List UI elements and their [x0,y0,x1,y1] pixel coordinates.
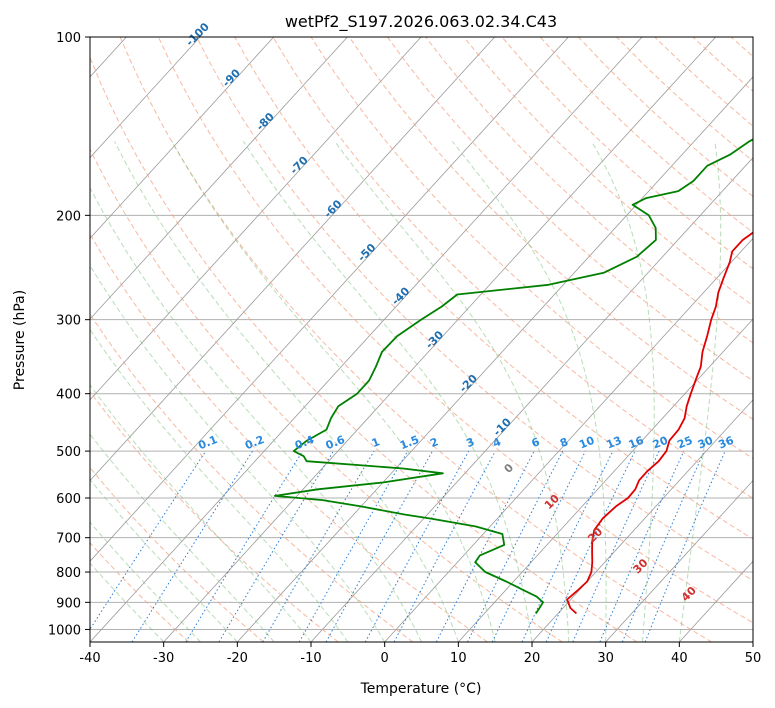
mixing-ratio-line-3 [364,450,470,642]
moist-adiabat-30 [452,140,607,642]
mixing-ratio-line-2 [325,450,433,642]
y-tick-label-0: 100 [56,31,81,46]
dewpoint-profile-line [274,138,753,614]
mixing-ratio-label-4: 1 [370,435,382,450]
dry-adiabat-120 [425,37,753,344]
isotherm--50 [90,37,569,562]
mixing-ratio-label-14: 20 [651,434,670,452]
moist-adiabat-25 [334,141,570,642]
mixing-ratio-line-0.1 [90,450,207,631]
mixing-ratio-line-0.2 [131,450,254,642]
isotherm--100 [90,37,201,159]
dry-adiabat-90 [310,37,753,460]
chart-title: wetPf2_S197.2026.063.02.34.C43 [285,12,557,32]
isotherm--60 [90,37,496,482]
moist-adiabat--20 [90,478,238,642]
plot-area [90,37,753,642]
moist-adiabat-5 [90,186,422,642]
x-axis-label: Temperature (°C) [360,681,482,697]
x-tick-label-2: -20 [227,651,248,666]
dry-adiabat-50 [157,37,753,624]
isotherm--10 [310,157,753,642]
isotherm--70 [90,37,422,401]
mixing-ratio-line-36 [644,450,726,642]
dry-adiabat-30 [90,56,638,642]
mixing-ratio-label-10: 8 [558,435,570,450]
mixing-ratio-line-20 [572,450,660,642]
y-axis-ticks: 100 200 300 400 500 600 700 800 900 1000 [48,31,90,638]
mixing-ratio-label-17: 36 [717,434,736,452]
mixing-ratio-line-8 [467,450,564,642]
temperature-profile-line [566,231,753,615]
moist-adiabat--10 [90,383,312,642]
x-tick-label-3: -10 [300,651,321,666]
sounding-profiles [274,138,753,615]
dry-adiabat-40 [119,37,712,642]
moist-adiabats [90,140,722,642]
moist-adiabat--15 [90,433,275,642]
dry-adiabat-110 [387,37,753,382]
y-tick-label-5: 600 [56,492,81,507]
mixing-ratio-label-11: 10 [577,434,596,452]
isotherm--90 [90,37,275,239]
mixing-ratio-line-0.4 [185,450,304,642]
plot-frame [89,36,754,643]
isotherm-20 [531,399,753,642]
moist-adiabat-20 [242,141,533,642]
moist-adiabat-40 [678,141,722,642]
mixing-ratio-label-6: 2 [428,435,440,450]
moist-adiabat-35 [591,141,655,642]
moist-adiabat-15 [171,141,496,642]
dry-adiabat-70 [234,37,753,540]
x-tick-label-6: 20 [524,651,541,666]
isotherm-0 [384,237,753,642]
x-tick-label-1: -30 [153,651,174,666]
isobar-gridlines [90,37,753,630]
mixing-ratio-line-30 [621,450,705,642]
y-tick-label-6: 700 [56,532,81,547]
isotherm--30 [163,37,717,642]
x-tick-label-8: 40 [671,651,688,666]
mixing-ratio-lines [90,450,726,642]
y-tick-label-7: 800 [56,566,81,581]
y-axis-label: Pressure (hPa) [12,290,28,390]
x-tick-label-7: 30 [597,651,614,666]
x-axis-ticks: -40 -30 -20 -10 0 10 20 30 40 50 [79,642,761,666]
isotherm-10 [458,318,753,642]
mixing-ratio-label-15: 25 [675,434,694,452]
mixing-ratio-line-25 [599,450,685,642]
y-tick-label-1: 200 [56,209,81,224]
x-tick-label-0: -40 [79,651,100,666]
mixing-ratio-label-7: 3 [464,435,476,450]
isotherm--20 [237,76,753,642]
mixing-ratio-label-16: 30 [696,434,715,452]
dry-adiabat-80 [272,37,753,499]
x-tick-label-5: 10 [450,651,467,666]
y-tick-label-2: 300 [56,314,81,329]
x-tick-label-9: 50 [745,651,762,666]
dry-adiabat-20 [90,148,563,642]
moist-adiabat--5 [90,328,349,642]
mixing-ratio-line-4 [393,450,496,642]
y-tick-label-9: 1000 [48,623,81,638]
y-tick-label-4: 500 [56,445,81,460]
dry-adiabat-0 [90,313,414,642]
y-tick-label-3: 400 [56,388,81,403]
dry-adiabat-60 [196,37,753,582]
mixing-ratio-label-12: 13 [605,434,624,452]
x-tick-label-4: 0 [381,651,389,666]
mixing-ratio-label-13: 16 [627,434,646,452]
isotherm-30 [605,479,753,642]
y-tick-label-8: 900 [56,596,81,611]
